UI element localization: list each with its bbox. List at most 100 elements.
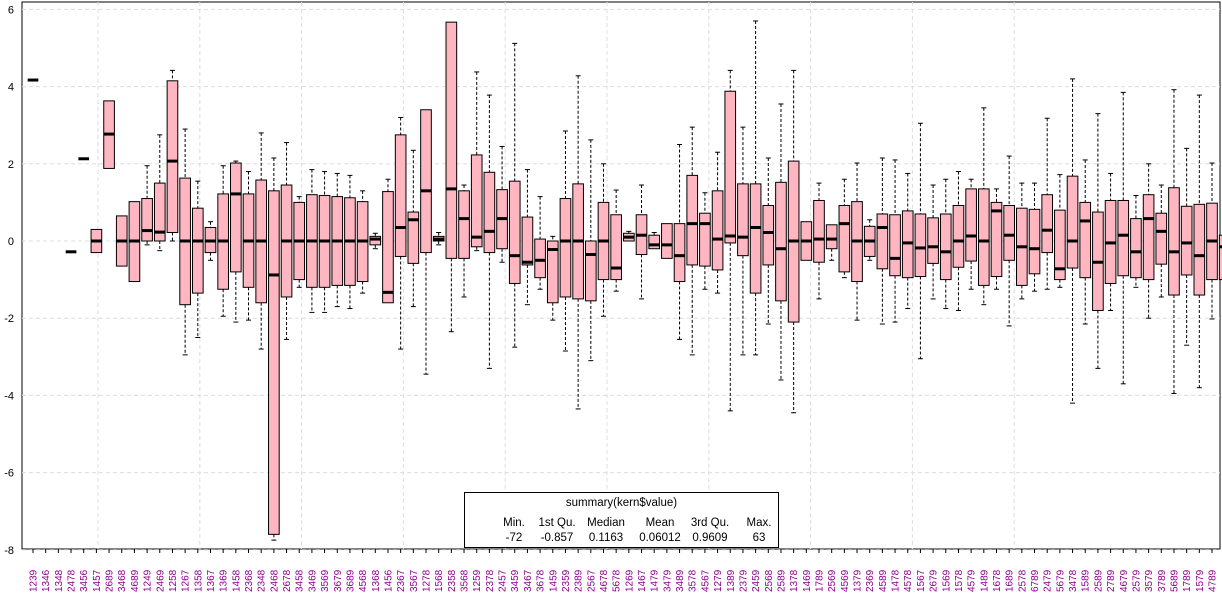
- box: [1180, 205, 1193, 276]
- x-tick-label: 1239: [29, 569, 40, 592]
- box: [407, 211, 420, 264]
- box: [927, 217, 939, 264]
- x-tick-label: 2378: [485, 569, 496, 592]
- box: [1066, 175, 1079, 269]
- box: [521, 216, 534, 266]
- summary-header: 3rd Qu.: [690, 517, 730, 529]
- box: [914, 213, 927, 278]
- summary-value: -0.857: [540, 532, 574, 544]
- summary-col-max: Max. 63: [747, 516, 772, 546]
- x-tick-label: 1689: [1005, 569, 1016, 592]
- x-tick-label: 1367: [206, 569, 217, 592]
- x-tick-label: 2478: [67, 569, 78, 592]
- y-tick-label: 4: [8, 82, 14, 94]
- x-tick-label: 4567: [700, 569, 711, 592]
- x-tick-label: 2578: [1017, 569, 1028, 592]
- box: [610, 214, 622, 281]
- box: [508, 180, 521, 284]
- box: [1117, 199, 1130, 277]
- summary-col-min: Min. -72: [503, 516, 525, 546]
- y-tick-label: 2: [8, 159, 14, 171]
- box: [483, 171, 496, 254]
- x-tick-label: 1259: [472, 569, 483, 592]
- x-tick-label: 3459: [510, 569, 521, 592]
- box: [394, 134, 407, 257]
- box: [458, 190, 470, 259]
- x-tick-label: 5678: [612, 569, 623, 592]
- box: [838, 204, 851, 273]
- x-tick-label: 1459: [548, 569, 559, 592]
- summary-col-q1: 1st Qu. -0.857: [538, 516, 575, 546]
- x-tick-label: 1579: [1195, 569, 1206, 592]
- box: [977, 188, 990, 286]
- x-tick-label: 5689: [1169, 569, 1180, 592]
- box: [711, 190, 724, 271]
- x-tick-label: 2589: [1093, 569, 1104, 592]
- x-tick-label: 1348: [54, 569, 65, 592]
- x-tick-label: 1278: [422, 569, 433, 592]
- box: [1168, 187, 1180, 296]
- x-tick-label: 3468: [117, 569, 128, 592]
- box: [470, 154, 483, 248]
- summary-value: 0.9609: [692, 532, 728, 544]
- summary-title: summary(kern$value): [565, 497, 678, 509]
- box: [825, 224, 838, 250]
- x-tick-label: 3458: [295, 569, 306, 592]
- x-tick-label: 1469: [802, 569, 813, 592]
- box: [191, 207, 204, 294]
- summary-value: 63: [752, 532, 766, 544]
- x-tick-label: 3478: [1068, 569, 1079, 592]
- box: [534, 238, 546, 279]
- box: [699, 212, 711, 267]
- x-tick-label: 1789: [1182, 569, 1193, 592]
- x-tick-label: 1478: [891, 569, 902, 592]
- box: [813, 199, 825, 263]
- x-tick-label: 2379: [738, 569, 749, 592]
- box: [546, 240, 559, 304]
- box: [762, 204, 775, 266]
- box: [749, 183, 762, 294]
- x-tick-label: 1346: [41, 569, 52, 592]
- box: [952, 204, 965, 268]
- x-tick-label: 4589: [878, 569, 889, 592]
- x-tick-label: 3479: [662, 569, 673, 592]
- x-tick-label: 4689: [130, 569, 141, 592]
- x-tick-label: 5679: [1055, 569, 1066, 592]
- x-tick-label: 3567: [409, 569, 420, 592]
- box: [1218, 234, 1222, 281]
- x-tick-label: 1379: [853, 569, 864, 592]
- box: [965, 188, 977, 262]
- x-tick-label: 1678: [992, 569, 1003, 592]
- x-tick-label: 3469: [307, 569, 318, 592]
- summary-value: 0.06012: [639, 532, 681, 544]
- box: [889, 214, 901, 277]
- x-tick-label: 1569: [941, 569, 952, 592]
- x-tick-label: 1369: [219, 569, 230, 592]
- x-tick-label: 2568: [764, 569, 775, 592]
- x-tick-label: 2359: [561, 569, 572, 592]
- x-tick-label: 2567: [586, 569, 597, 592]
- x-tick-label: 2569: [827, 569, 838, 592]
- box: [1142, 194, 1155, 281]
- box: [166, 80, 179, 234]
- box: [775, 181, 787, 302]
- x-tick-label: 4568: [358, 569, 369, 592]
- x-tick-label: 1358: [193, 569, 204, 592]
- x-tick-label: 1279: [713, 569, 724, 592]
- x-tick-label: 2789: [1106, 569, 1117, 592]
- y-tick-label: -2: [4, 313, 14, 325]
- summary-legend: summary(kern$value) Min. -72 1st Qu. -0.…: [464, 492, 779, 548]
- y-tick-label: -4: [4, 390, 14, 402]
- x-tick-label: 2479: [1043, 569, 1054, 592]
- x-tick-label: 2367: [396, 569, 407, 592]
- box: [1193, 203, 1206, 296]
- x-tick-label: 4678: [599, 569, 610, 592]
- x-tick-label: 1489: [979, 569, 990, 592]
- box: [1079, 201, 1092, 279]
- x-tick-label: 3578: [688, 569, 699, 592]
- x-tick-label: 3569: [320, 569, 331, 592]
- y-tick-label: 6: [8, 4, 14, 16]
- box: [420, 109, 432, 254]
- x-tick-label: 2678: [282, 569, 293, 592]
